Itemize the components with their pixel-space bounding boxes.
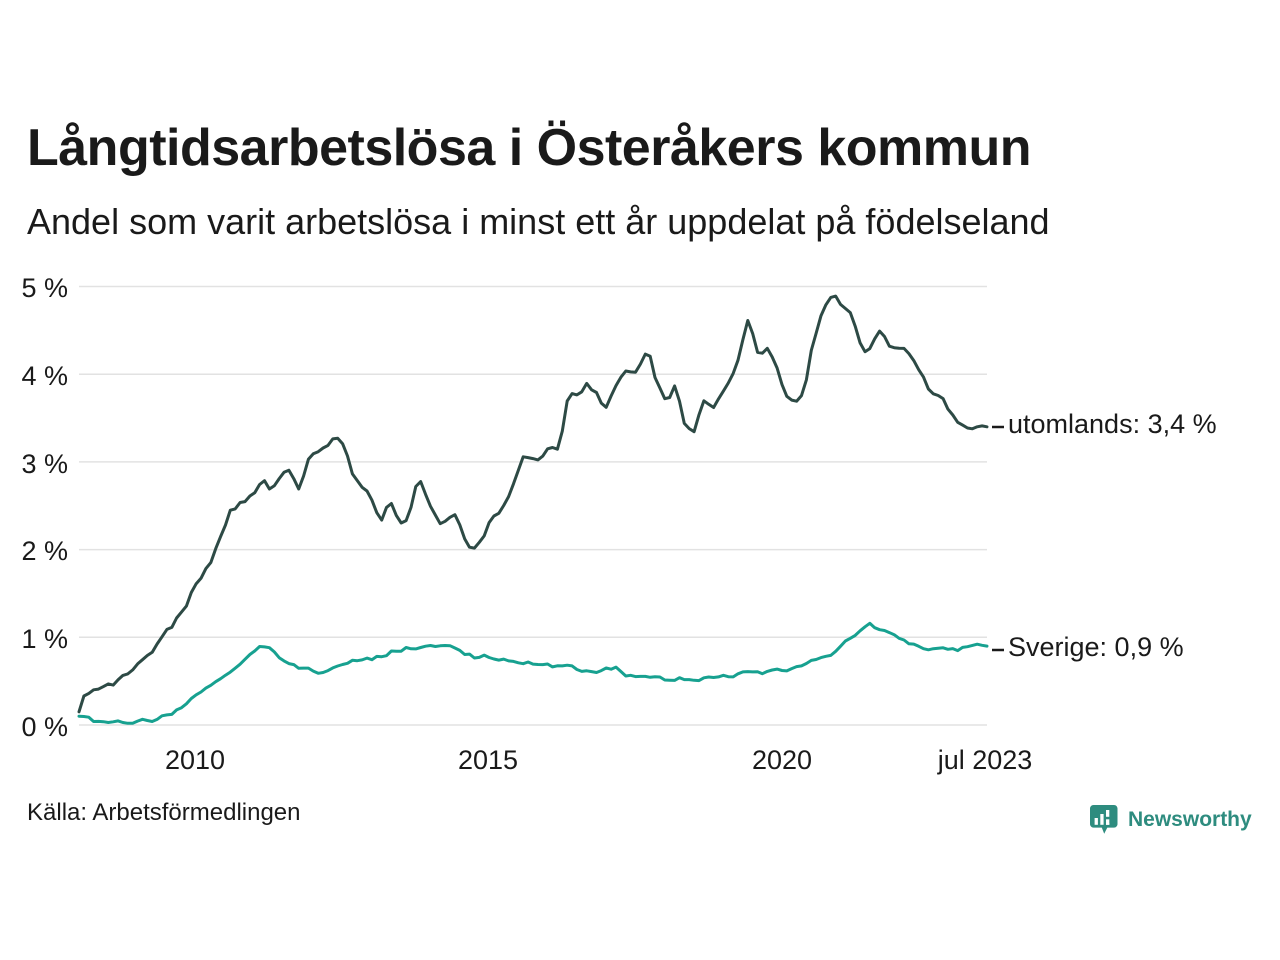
svg-text:Newsworthy: Newsworthy <box>1128 808 1252 831</box>
